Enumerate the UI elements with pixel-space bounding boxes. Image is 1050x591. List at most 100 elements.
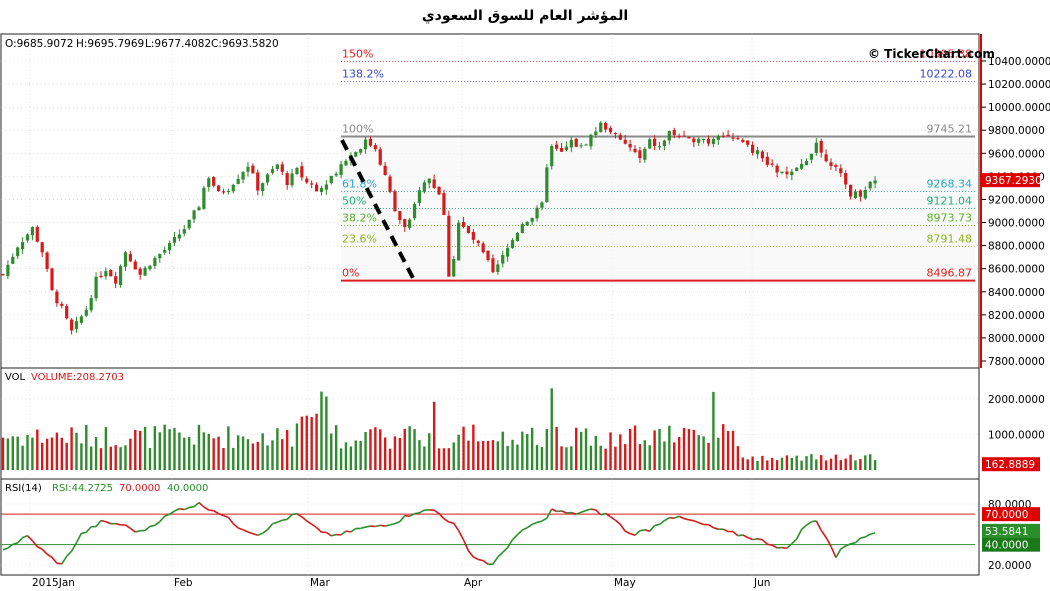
rsi-segment xyxy=(223,514,229,519)
volume-bar xyxy=(780,457,784,470)
candle-body xyxy=(290,173,294,186)
trend-line-dashed[interactable] xyxy=(340,139,417,283)
last-price-badge-bg xyxy=(982,173,1040,188)
fib-level-label: 38.2% xyxy=(342,212,377,225)
volume-bar xyxy=(413,429,416,470)
volume-bar xyxy=(589,445,593,470)
volume-bar xyxy=(285,429,289,470)
volume-bar xyxy=(354,440,357,470)
rsi-segment xyxy=(85,526,92,533)
candle-body xyxy=(584,144,588,146)
rsi-segment xyxy=(198,502,205,508)
volume-bars xyxy=(1,388,877,470)
rsi-label: RSI(14) xyxy=(5,483,42,494)
volume-bar xyxy=(374,427,377,470)
rsi-segment xyxy=(864,533,871,538)
candle-body xyxy=(667,131,671,141)
rsi-tick-label: 20.0000 xyxy=(988,560,1031,572)
rsi-segment xyxy=(801,524,808,530)
rsi-segment xyxy=(502,546,509,553)
volume-bar xyxy=(633,425,637,470)
volume-bar xyxy=(60,437,63,470)
volume-bar xyxy=(432,401,436,470)
volume-bar xyxy=(810,454,813,470)
x-tick-label: Feb xyxy=(174,577,193,589)
rsi-segment xyxy=(208,509,214,512)
candle-body xyxy=(408,219,412,228)
candle-body xyxy=(834,165,838,167)
candle-body xyxy=(138,268,142,275)
rsi-segment xyxy=(365,525,371,528)
volume-bar xyxy=(648,445,651,470)
volume-bar xyxy=(481,440,485,470)
candle-body xyxy=(354,152,358,157)
candle-body xyxy=(795,167,799,172)
price-tick-label: 8600.0000 xyxy=(988,264,1045,276)
volume-bar xyxy=(428,433,431,470)
candle-body xyxy=(94,276,98,299)
candle-body xyxy=(604,122,608,130)
candle-body xyxy=(79,316,83,323)
volume-bar xyxy=(65,442,68,470)
candle-body xyxy=(226,190,230,192)
rsi-segment xyxy=(457,530,465,541)
candle-body xyxy=(212,177,216,186)
price-tick-label: 9000.0000 xyxy=(988,218,1045,230)
rsi-segment xyxy=(806,521,812,526)
rsi-segment xyxy=(17,537,24,544)
candle-body xyxy=(398,211,402,221)
volume-bar xyxy=(310,417,313,470)
volume-bar xyxy=(320,391,323,470)
volume-bar xyxy=(663,441,666,470)
candle-body xyxy=(447,215,451,277)
rsi-segment xyxy=(399,515,406,523)
rsi-segment xyxy=(95,520,102,528)
rsi-segment xyxy=(296,513,303,518)
candle-body xyxy=(417,190,422,203)
volume-bar xyxy=(712,391,715,470)
volume-bar xyxy=(614,446,617,470)
volume-bar xyxy=(790,457,794,470)
candle-body xyxy=(99,275,103,278)
candle-body xyxy=(310,183,314,185)
price-tick-label: 8400.0000 xyxy=(988,287,1045,299)
candle-body xyxy=(599,122,603,133)
rsi-segment xyxy=(600,512,606,516)
volume-bar xyxy=(364,432,367,470)
candle-body xyxy=(192,210,196,220)
rsi-segment xyxy=(791,538,798,545)
volume-bar xyxy=(697,435,700,470)
volume-panel-frame xyxy=(0,367,980,480)
volume-bar xyxy=(276,428,279,470)
volume-bar xyxy=(21,445,24,470)
fib-level-value: 10222.08 xyxy=(920,68,973,81)
candle-body xyxy=(216,185,221,191)
candle-body xyxy=(687,136,691,139)
volume-bar xyxy=(717,437,720,470)
volume-bar xyxy=(217,436,220,470)
candle-body xyxy=(515,232,520,241)
volume-bar xyxy=(45,438,49,470)
rsi-segment xyxy=(193,501,200,508)
candle-body xyxy=(824,154,828,162)
rsi-segment xyxy=(41,548,48,555)
volume-bar xyxy=(452,442,455,470)
volume-bar xyxy=(50,437,54,470)
candle-body xyxy=(84,309,88,316)
x-tick-label: May xyxy=(614,577,636,589)
candle-body xyxy=(711,138,716,145)
volume-value-label: VOLUME:208.2703 xyxy=(31,372,124,383)
rsi-segment xyxy=(257,532,263,536)
rsi-segment xyxy=(462,539,470,552)
rsi-segment xyxy=(125,524,131,530)
rsi-segment xyxy=(291,513,298,516)
candle-body xyxy=(638,150,642,159)
candle-body xyxy=(613,133,618,135)
rsi-segment xyxy=(732,530,739,537)
fib-level-label: 50% xyxy=(342,195,366,208)
volume-bar xyxy=(55,432,59,470)
candle-body xyxy=(486,250,490,260)
candle-body xyxy=(30,227,34,236)
volume-bar xyxy=(472,424,475,470)
